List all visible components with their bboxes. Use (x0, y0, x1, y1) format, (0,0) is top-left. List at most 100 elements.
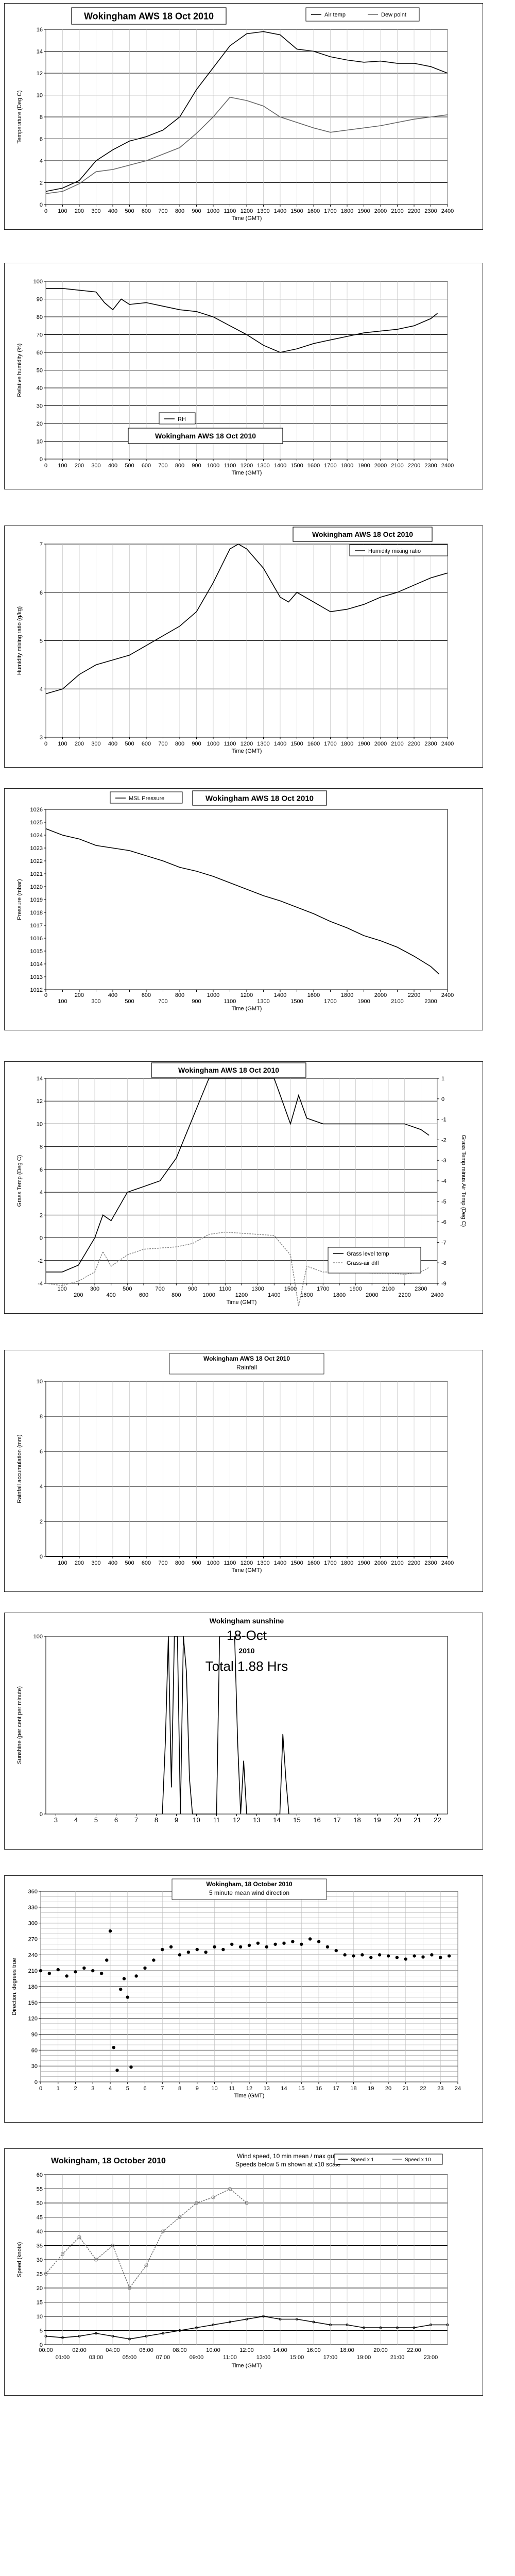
x-tick-label: 400 (108, 992, 117, 998)
x-tick-label: 13 (264, 2086, 270, 2092)
y-tick-label: 0 (40, 202, 43, 208)
x-tick-label: 500 (125, 208, 134, 214)
x-tick-label: 17 (333, 2086, 339, 2092)
x-tick-label: 1700 (324, 463, 336, 469)
data-point (186, 1950, 191, 1954)
y-tick-label: 12 (37, 71, 43, 77)
x-tick-label: 05:00 (123, 2354, 137, 2361)
x-tick-label: 700 (158, 998, 167, 1005)
x-tick-label: 2100 (391, 998, 403, 1005)
x-tick-label: 1500 (290, 1560, 303, 1566)
series-marker (212, 2324, 215, 2326)
data-point (221, 1947, 225, 1952)
series-marker (178, 2329, 181, 2332)
x-tick-label: 600 (142, 208, 151, 214)
x-tick-label: 2400 (431, 1292, 443, 1298)
series-marker (312, 2320, 315, 2324)
x-tick-label: 11 (213, 1816, 220, 1824)
chart-date: 18-Oct (227, 1628, 267, 1643)
data-point (82, 1966, 86, 1970)
x-tick-label: 1300 (257, 741, 269, 747)
y-tick-label: -2 (38, 1258, 43, 1264)
x-tick-label: 10 (193, 1816, 200, 1824)
chart-note: Speeds below 5 m shown at x10 scale (235, 2161, 340, 2168)
y-tick-label: 1026 (30, 807, 43, 813)
grass-temp-chart: -4 -2 0 2 4 6 8 10 12 14 -9 -8 -7 -6 -5 -4 -3 -2 -1 0 1 Grass… (16, 1062, 467, 1307)
data-point (129, 2065, 133, 2069)
x-tick-label: 1700 (317, 1286, 329, 1292)
y-tick-label: 30 (37, 403, 43, 410)
x-tick-label: 24 (455, 2086, 461, 2092)
x-tick-label: 1900 (357, 741, 370, 747)
y-tick-label: 150 (28, 2000, 38, 2006)
x-tick-label: 400 (108, 463, 117, 469)
pressure-chart: 1012 1013 1014 1015 1016 1017 1018 1019 1020 1021… (16, 790, 454, 1012)
data-point (74, 1970, 77, 1974)
x-tick-label: 2000 (374, 992, 387, 998)
x-tick-label: 10:00 (206, 2347, 220, 2353)
x-tick-label: 6 (114, 1816, 118, 1824)
y-tick-label: 1015 (30, 948, 43, 955)
x-tick-label: 2400 (441, 741, 454, 747)
series-marker (78, 2335, 81, 2337)
x-tick-label: 20:00 (373, 2347, 388, 2353)
x-tick-label: 100 (58, 208, 67, 214)
panel-pressure: 1012 1013 1014 1015 1016 1017 1018 1019 1020 1021… (4, 788, 483, 1030)
x-tick-label: 500 (125, 463, 134, 469)
x-tick-label: 04:00 (106, 2347, 120, 2353)
y-tick-label: 6 (40, 137, 43, 143)
legend-box (110, 791, 183, 804)
y-tick-label: 8 (40, 1144, 43, 1150)
y-tick-label: 330 (28, 1905, 38, 1911)
x-tick-label: 100 (58, 1560, 67, 1566)
y-axis-label: Relative humidity (%) (16, 344, 23, 397)
x-tick-label: 2000 (374, 463, 387, 469)
y-tick-label: 70 (37, 332, 43, 338)
y-tick-label: 14 (37, 1076, 43, 1082)
x-tick-label: 0 (44, 463, 47, 469)
x-tick-label: 19 (373, 1816, 381, 1824)
y-tick-label: 50 (37, 368, 43, 374)
y-tick-label: 4 (40, 1190, 43, 1196)
data-point (334, 1948, 338, 1953)
y2-tick-label: -1 (441, 1117, 447, 1123)
x-tick-label: 2000 (366, 1292, 378, 1298)
y-tick-label: 90 (37, 297, 43, 303)
x-tick-label: 1800 (341, 463, 353, 469)
y-tick-label: 60 (37, 350, 43, 356)
panel-wind-direction: 0 30 60 90 120 150 180 210 240 270 300 330 360 0 1 2 3 4 5… (4, 1875, 483, 2123)
x-tick-label: 06:00 (139, 2347, 153, 2353)
series-marker (61, 2252, 64, 2256)
x-tick-label: 01:00 (56, 2354, 70, 2361)
x-tick-label: 1500 (290, 463, 303, 469)
x-tick-label: 21 (403, 2086, 409, 2092)
data-point (213, 1945, 216, 1949)
x-tick-label: 2200 (408, 1560, 420, 1566)
chart-title: Wokingham AWS 18 Oct 2010 (203, 1355, 290, 1362)
series-marker (211, 2195, 215, 2199)
x-axis-label: Time (GMT) (227, 1299, 257, 1306)
y-tick-label: 4 (40, 686, 43, 692)
data-point (143, 1966, 147, 1970)
y-tick-label: 0 (40, 1554, 43, 1560)
x-tick-label: 1400 (274, 741, 286, 747)
y2-tick-label: -6 (441, 1219, 447, 1226)
series-marker (363, 2326, 365, 2329)
y2-tick-label: -9 (441, 1281, 447, 1287)
series-marker (195, 2201, 198, 2205)
legend-box (159, 412, 196, 425)
chart-title: Wokingham AWS 18 Oct 2010 (205, 794, 314, 803)
x-tick-label: 2200 (398, 1292, 410, 1298)
x-tick-label: 1000 (207, 992, 219, 998)
y-tick-label: 25 (37, 2272, 43, 2278)
y2-tick-label: -8 (441, 1260, 447, 1266)
x-tick-label: 1100 (224, 463, 236, 469)
y-tick-label: 20 (37, 2285, 43, 2292)
x-tick-label: 12 (233, 1816, 240, 1824)
x-tick-label: 2200 (408, 208, 420, 214)
x-tick-label: 1600 (307, 741, 320, 747)
x-tick-label: 07:00 (156, 2354, 170, 2361)
x-tick-label: 18 (353, 1816, 360, 1824)
